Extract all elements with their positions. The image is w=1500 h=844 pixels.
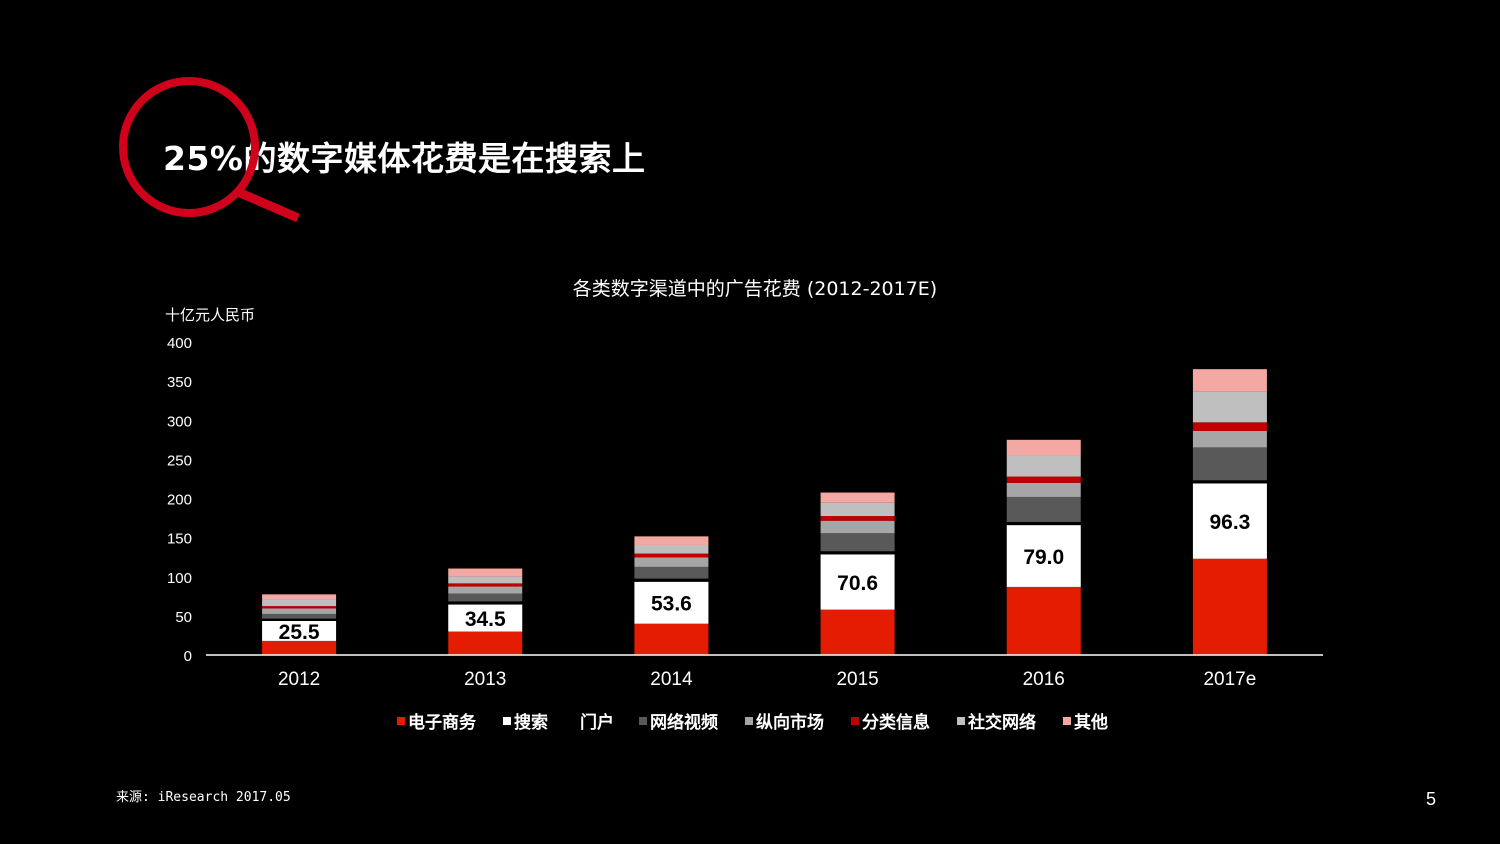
bar-segment-2013 [448, 583, 523, 587]
legend-label: 电子商务 [408, 712, 477, 733]
x-tick-label: 2014 [650, 669, 693, 690]
bar-segment-2012 [262, 608, 337, 614]
legend-swatch [1063, 717, 1071, 725]
bar-segment-2017e [1192, 480, 1267, 484]
bar-segment-2014 [634, 578, 709, 582]
data-label: 79.0 [1023, 546, 1064, 569]
x-tick-label: 2015 [836, 669, 878, 690]
bar-segment-2016 [1006, 439, 1081, 456]
bar-segment-2012 [262, 618, 337, 621]
y-axis-label: 十亿元人民币 [165, 306, 255, 324]
bar-segment-2012 [262, 594, 337, 600]
bar-segment-2017e [1192, 447, 1267, 481]
bar-segment-2017e [1192, 558, 1267, 655]
legend-swatch [397, 717, 405, 725]
bar-segment-2017e [1192, 430, 1267, 448]
legend-label: 社交网络 [967, 712, 1036, 733]
legend-label: 分类信息 [862, 712, 930, 733]
y-tick-label: 150 [167, 531, 192, 548]
bar-segment-2015 [820, 554, 895, 610]
magnifier-icon [119, 77, 300, 223]
page-number: 5 [1426, 789, 1437, 809]
bar-segment-2013 [448, 601, 523, 605]
y-tick-label: 50 [175, 609, 192, 626]
y-tick-label: 0 [184, 648, 192, 665]
bar-segment-2013 [448, 593, 523, 602]
bar-segment-2012 [262, 606, 337, 609]
bar-segment-2016 [1006, 476, 1081, 483]
legend-label: 网络视频 [650, 712, 718, 733]
bar-segment-2016 [1006, 455, 1081, 477]
bar-segment-2012 [262, 599, 337, 607]
y-tick-label: 200 [167, 492, 192, 509]
legend-swatch [851, 717, 859, 725]
y-tick-label: 250 [167, 452, 192, 469]
bar-segment-2014 [634, 566, 709, 579]
legend-swatch [503, 717, 511, 725]
bar-segment-2012 [262, 613, 337, 619]
data-label: 25.5 [279, 621, 320, 644]
bar-segment-2012 [262, 620, 337, 641]
data-label: 96.3 [1209, 511, 1250, 534]
bar-segment-2016 [1006, 496, 1081, 522]
source-note: 来源: iResearch 2017.05 [116, 790, 291, 805]
bar-segment-2017e [1192, 369, 1267, 392]
bar-segment-2015 [820, 492, 895, 503]
bar-segment-2016 [1006, 482, 1081, 497]
bar-segment-2014 [634, 553, 709, 558]
bar-segment-2013 [448, 576, 523, 584]
legend-label: 纵向市场 [756, 712, 824, 733]
bar-segment-2014 [634, 544, 709, 554]
bar-segment-2012 [262, 640, 337, 655]
bar-segment-2017e [1192, 422, 1267, 431]
bar-segment-2015 [820, 502, 895, 517]
x-tick-label: 2013 [464, 669, 506, 690]
y-tick-label: 350 [167, 374, 192, 391]
legend-label: 门户 [580, 712, 614, 733]
bar-segment-2014 [634, 557, 709, 567]
bar-segment-2013 [448, 631, 523, 655]
data-label: 70.6 [837, 572, 878, 595]
x-tick-label: 2012 [278, 669, 320, 690]
bar-segment-2016 [1006, 525, 1081, 587]
bar-segment-2015 [820, 516, 895, 521]
legend-swatch [957, 717, 965, 725]
y-tick-label: 300 [167, 413, 192, 430]
bar-segment-2015 [820, 533, 895, 552]
x-tick-label: 2017e [1203, 669, 1256, 690]
bar-segment-2013 [448, 568, 523, 577]
legend-swatch [745, 717, 753, 725]
bar-segment-2014 [634, 623, 709, 655]
legend-label: 搜索 [514, 712, 548, 733]
legend-label: 其他 [1074, 712, 1108, 733]
bar-segment-2015 [820, 520, 895, 534]
bar-segment-2017e [1192, 391, 1267, 423]
bar-segment-2015 [820, 551, 895, 555]
bar-segment-2014 [634, 581, 709, 624]
data-label: 53.6 [651, 593, 692, 616]
y-tick-label: 400 [167, 335, 192, 352]
bar-segment-2015 [820, 609, 895, 655]
data-label: 34.5 [465, 608, 506, 631]
slide-title: 25%的数字媒体花费是在搜索上 [163, 139, 646, 178]
y-tick-label: 100 [167, 570, 192, 587]
bar-segment-2013 [448, 586, 523, 594]
chart-title: 各类数字渠道中的广告花费 (2012-2017E) [573, 278, 937, 300]
bar-segment-2016 [1006, 586, 1081, 655]
x-tick-label: 2016 [1023, 669, 1065, 690]
bar-segment-2017e [1192, 483, 1267, 559]
bar-segment-2014 [634, 536, 709, 545]
legend-swatch [639, 717, 647, 725]
legend-swatch [569, 717, 577, 725]
bar-segment-2016 [1006, 521, 1081, 526]
bar-segment-2013 [448, 604, 523, 632]
